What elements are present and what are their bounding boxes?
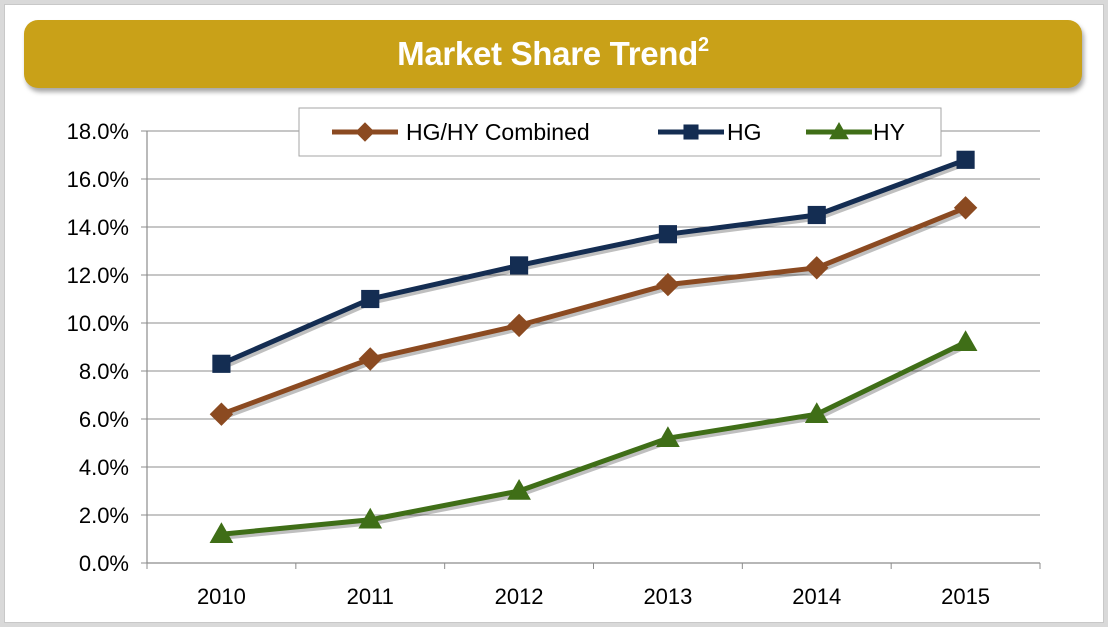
series-lines xyxy=(209,150,978,543)
legend-label: HY xyxy=(873,119,905,145)
y-tick-label: 12.0% xyxy=(67,263,129,288)
data-point-diamond xyxy=(805,256,829,280)
legend-item: HG xyxy=(658,119,762,145)
data-point-square xyxy=(510,256,529,275)
gridlines xyxy=(147,130,1040,516)
x-tick-label: 2015 xyxy=(941,584,990,609)
series-hy xyxy=(209,330,978,543)
series-line xyxy=(220,205,967,417)
series-hg-hy-combined xyxy=(209,196,978,426)
y-tick-label: 14.0% xyxy=(67,215,129,240)
legend-item: HG/HY Combined xyxy=(332,119,590,145)
title-footnote-marker: 2 xyxy=(698,34,709,56)
y-tick-label: 0.0% xyxy=(79,551,129,576)
data-point-diamond xyxy=(355,122,375,142)
y-tick-label: 4.0% xyxy=(79,455,129,480)
legend-label: HG/HY Combined xyxy=(406,119,590,145)
chart-title: Market Share Trend2 xyxy=(397,35,709,73)
data-point-diamond xyxy=(656,272,680,297)
data-point-triangle xyxy=(209,522,234,543)
y-tick-label: 6.0% xyxy=(79,407,129,432)
chart-title-text: Market Share Trend xyxy=(397,35,699,72)
series-hg xyxy=(212,150,975,373)
data-point-triangle xyxy=(656,426,680,447)
x-tick-label: 2014 xyxy=(792,584,841,609)
data-point-square xyxy=(658,225,677,244)
data-point-triangle xyxy=(358,507,383,529)
legend-label: HG xyxy=(727,119,762,145)
x-tick-label: 2010 xyxy=(197,584,246,609)
data-point-diamond xyxy=(953,196,978,220)
data-point-square xyxy=(683,124,699,140)
y-tick-label: 8.0% xyxy=(79,359,129,384)
data-point-square xyxy=(956,150,975,169)
series-line-shadow xyxy=(222,208,969,420)
x-tick-label: 2011 xyxy=(347,584,394,609)
data-point-triangle xyxy=(953,330,978,351)
data-point-diamond xyxy=(507,313,531,338)
x-tick-label: 2013 xyxy=(643,584,692,609)
y-tick-label: 18.0% xyxy=(67,119,129,144)
series-line xyxy=(221,339,967,537)
legend-item: HY xyxy=(806,119,905,145)
series-line-shadow xyxy=(222,160,969,370)
legend: HG/HY Combined HG HY xyxy=(298,107,942,157)
title-banner: Market Share Trend2 xyxy=(24,20,1082,88)
data-point-square xyxy=(807,205,826,225)
y-tick-label: 10.0% xyxy=(67,311,129,336)
y-tick-label: 16.0% xyxy=(67,167,129,192)
series-line-shadow xyxy=(223,342,969,540)
x-tick-label: 2012 xyxy=(495,584,544,609)
y-tick-label: 2.0% xyxy=(79,503,129,528)
data-point-triangle xyxy=(804,402,829,423)
data-point-square xyxy=(361,289,380,309)
data-point-triangle xyxy=(829,121,849,140)
axes: 0.0% 2.0% 4.0% 6.0% 8.0% 10.0% 12.0% 14.0% 16.0%… xyxy=(67,119,1041,609)
data-point-diamond xyxy=(209,402,234,426)
data-point-diamond xyxy=(358,347,382,371)
data-point-square xyxy=(212,354,231,373)
series-line xyxy=(220,157,967,367)
data-point-triangle xyxy=(507,478,531,500)
